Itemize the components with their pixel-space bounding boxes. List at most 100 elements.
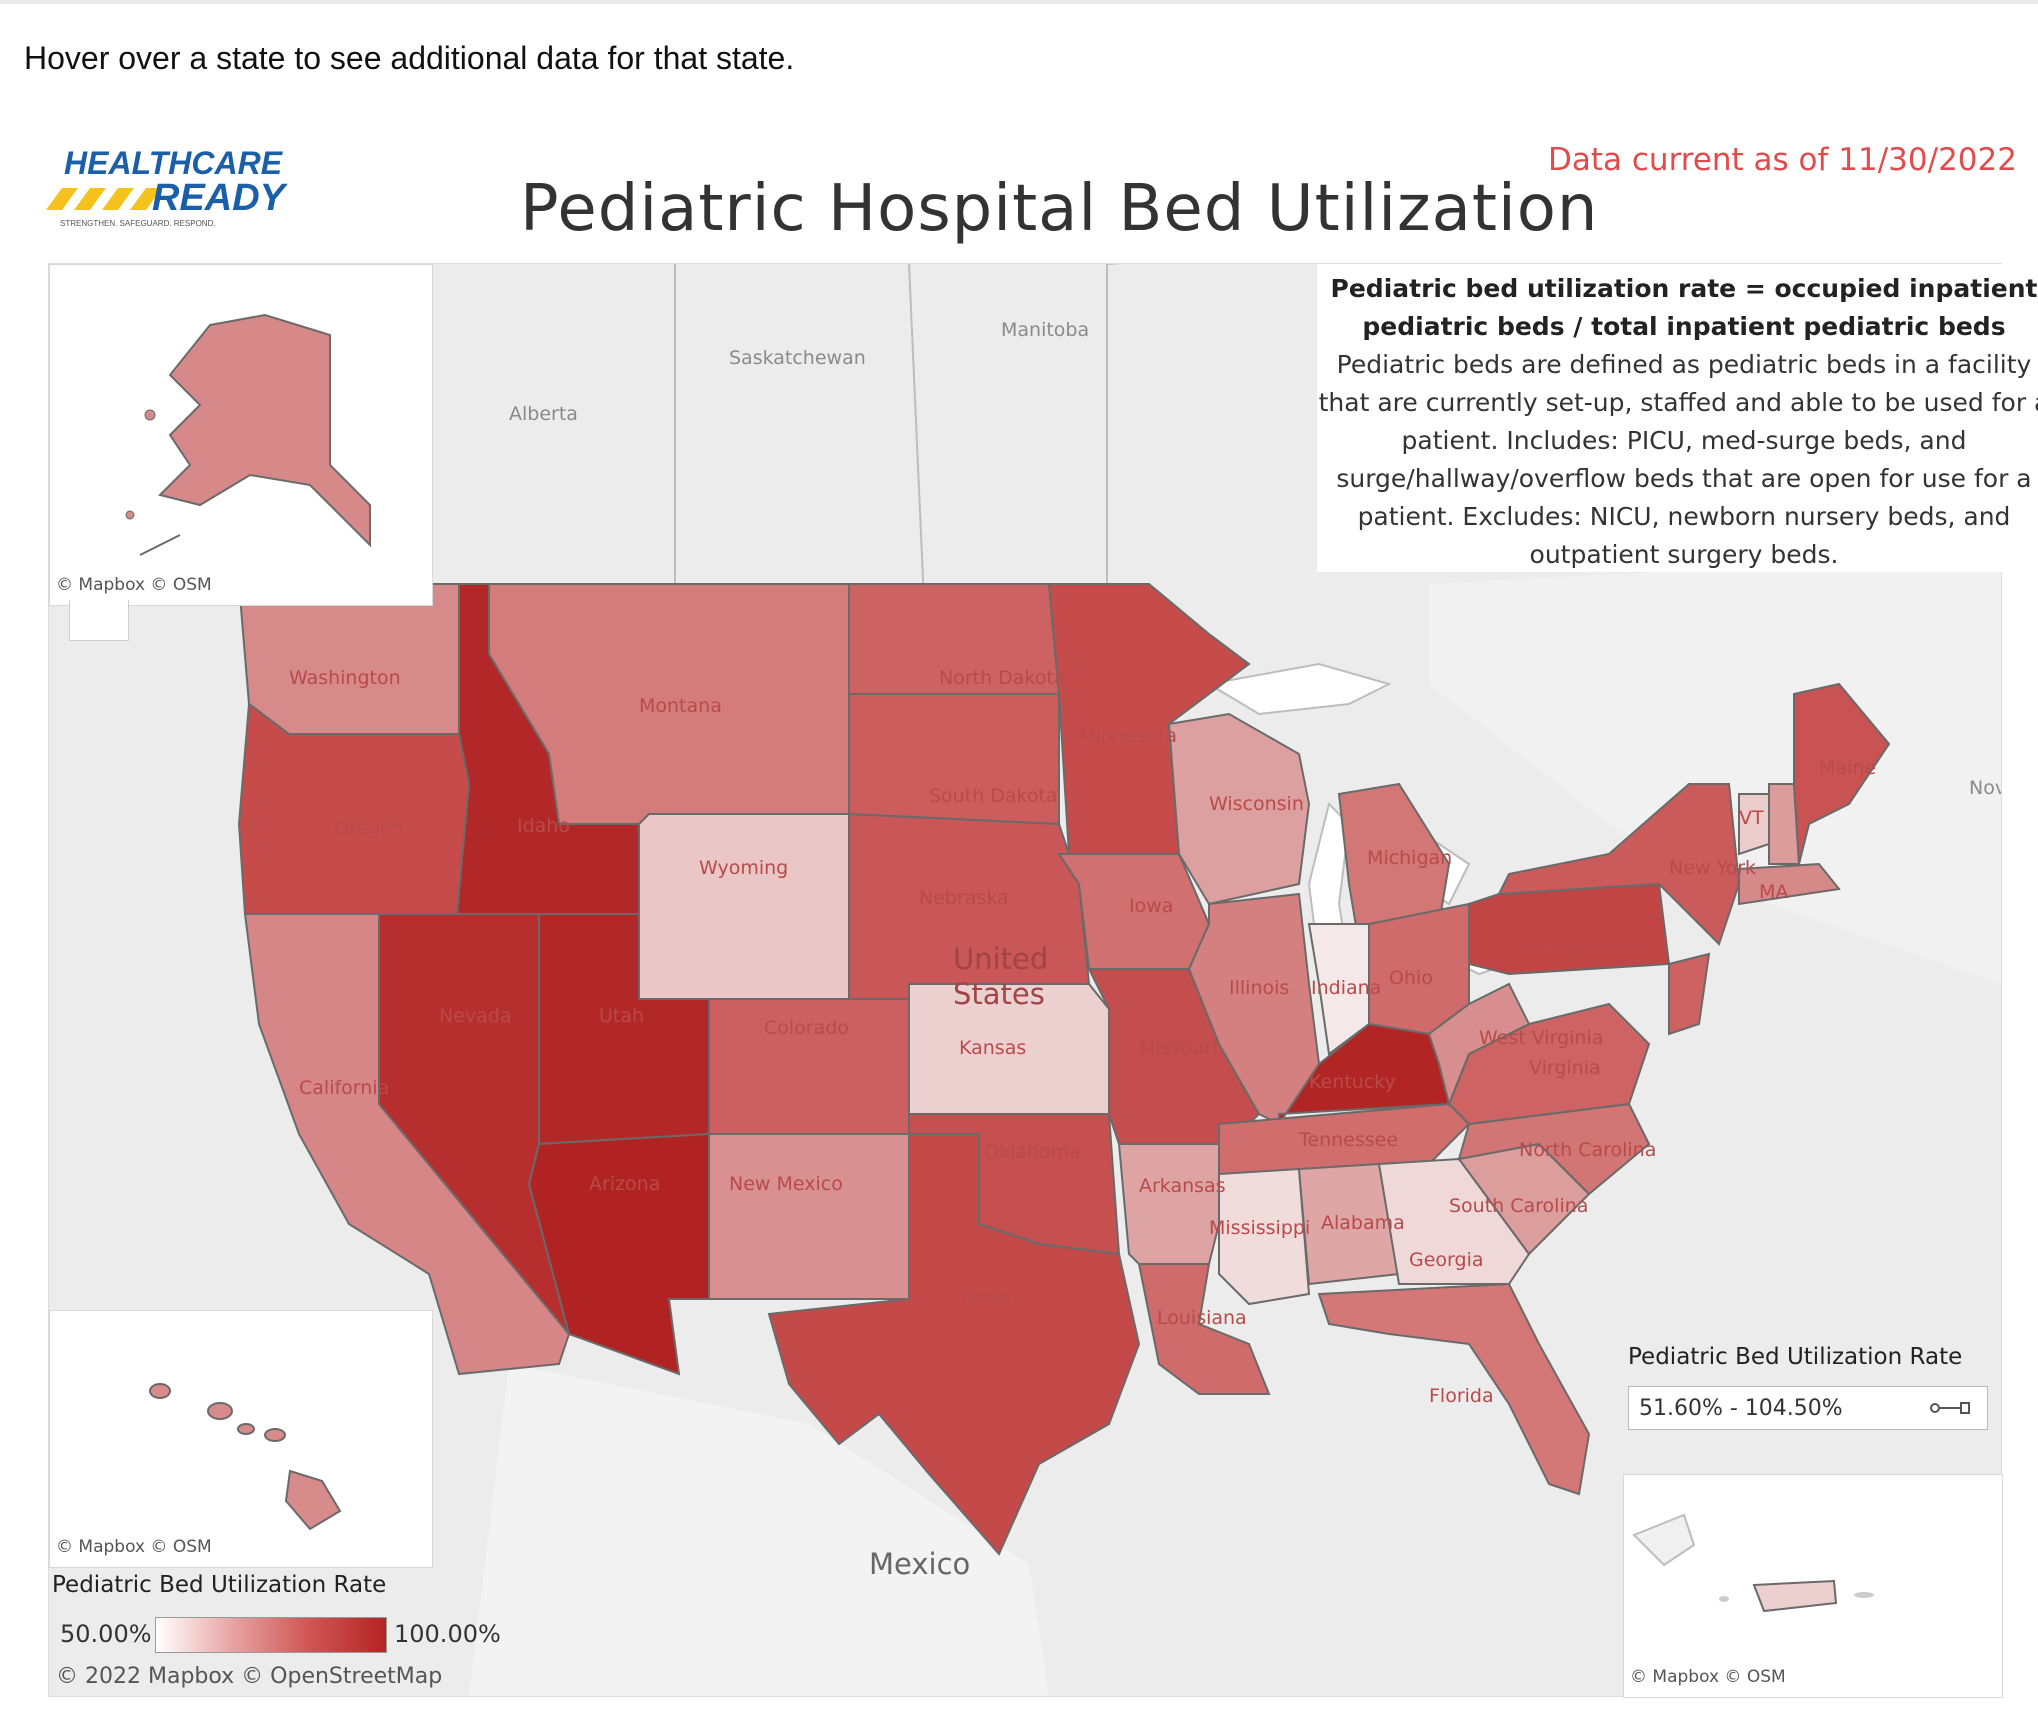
label-minnesota: Minnesota <box>1079 725 1177 747</box>
logo-tagline: STRENGTHEN. SAFEGUARD. RESPOND. <box>60 219 216 228</box>
state-virginia <box>1447 1002 1651 1126</box>
label-manitoba: Manitoba <box>1001 319 1089 341</box>
label-louisiana: Louisiana <box>1157 1307 1247 1329</box>
territory-puerto-rico <box>1752 1579 1838 1613</box>
label-vt: VT <box>1739 807 1764 829</box>
label-north-carolina: North Carolina <box>1519 1139 1656 1161</box>
label-mississippi: Mississippi <box>1209 1217 1310 1239</box>
utilization-range-filter[interactable]: 51.60% - 104.50% <box>1628 1386 1988 1430</box>
logo-line1: HEALTHCARE <box>64 145 284 181</box>
label-oklahoma: Oklahoma <box>984 1141 1081 1163</box>
label-missouri: Missouri <box>1139 1037 1217 1059</box>
hawaii-credit: © Mapbox © OSM <box>56 1537 212 1557</box>
label-washington: Washington <box>289 667 401 689</box>
label-states: States <box>953 977 1045 1011</box>
label-united: United <box>953 942 1048 976</box>
label-south-carolina: South Carolina <box>1449 1195 1588 1217</box>
label-partial: Nov <box>1969 777 2001 799</box>
label-pennsylvania: Pennsylvania <box>1519 937 1644 959</box>
page-title: Pediatric Hospital Bed Utilization <box>520 172 1599 246</box>
color-gradient-bar <box>155 1617 387 1653</box>
state-texas <box>767 1133 1141 1556</box>
map-dashboard: Washington Montana North Dakota Minnesot… <box>48 263 2038 1698</box>
label-virginia: Virginia <box>1529 1057 1601 1079</box>
state-florida <box>1317 1282 1591 1496</box>
alaska-map <box>125 313 371 556</box>
state-massachusetts <box>1738 862 1841 906</box>
label-georgia: Georgia <box>1409 1249 1484 1271</box>
label-colorado: Colorado <box>764 1017 849 1039</box>
state-arkansas <box>1117 1143 1231 1265</box>
label-maine: Maine <box>1819 757 1876 779</box>
label-ohio: Ohio <box>1389 967 1433 989</box>
state-hawaii <box>149 1383 342 1531</box>
definition-body: Pediatric beds are defined as pediatric … <box>1318 350 2038 569</box>
label-michigan: Michigan <box>1367 847 1452 869</box>
puerto-rico-inset[interactable]: © Mapbox © OSM <box>1623 1474 2003 1698</box>
definition-formula: Pediatric bed utilization rate = occupie… <box>1330 274 2038 341</box>
label-indiana: Indiana <box>1311 977 1381 999</box>
label-alberta: Alberta <box>509 403 578 425</box>
state-louisiana <box>1137 1263 1271 1395</box>
label-saskatchewan: Saskatchewan <box>729 347 866 369</box>
label-iowa: Iowa <box>1129 895 1173 917</box>
state-georgia <box>1377 1157 1531 1285</box>
state-west-virginia <box>1427 982 1531 1108</box>
state-wisconsin <box>1167 712 1311 906</box>
label-texas: Texas <box>958 1287 1012 1309</box>
healthcare-ready-logo: HEALTHCARE READY STRENGTHEN. SAFEGUARD. … <box>46 145 289 228</box>
state-washington <box>237 583 460 735</box>
label-arizona: Arizona <box>589 1173 660 1195</box>
definition-box: Pediatric bed utilization rate = occupie… <box>1317 264 2038 572</box>
state-tennessee <box>1218 1102 1471 1176</box>
label-wyoming: Wyoming <box>699 857 788 879</box>
label-wisconsin: Wisconsin <box>1209 793 1304 815</box>
label-north-dakota: North Dakota <box>939 667 1066 689</box>
label-mexico: Mexico <box>869 1547 970 1581</box>
label-illinois: Illinois <box>1229 977 1289 999</box>
filter-range-value: 51.60% - 104.50% <box>1639 1396 1843 1421</box>
label-ma: MA <box>1759 881 1788 903</box>
label-alabama: Alabama <box>1321 1212 1405 1234</box>
label-west-virginia: West Virginia <box>1479 1027 1603 1049</box>
label-california: California <box>299 1077 389 1099</box>
hawaii-inset[interactable]: © Mapbox © OSM <box>49 1310 433 1568</box>
state-pennsylvania <box>1468 882 1671 976</box>
map-attribution: © 2022 Mapbox © OpenStreetMap <box>56 1664 443 1689</box>
state-mississippi <box>1218 1167 1311 1306</box>
puerto-rico-map <box>1632 1513 1874 1613</box>
label-idaho: Idaho <box>517 815 570 837</box>
alaska-credit: © Mapbox © OSM <box>56 575 212 595</box>
range-slider-icon <box>1930 1402 1970 1414</box>
state-maine <box>1793 682 1891 865</box>
map-toolbar-button[interactable] <box>69 600 129 641</box>
state-wyoming <box>638 813 850 1000</box>
label-montana: Montana <box>639 695 722 717</box>
pr-credit: © Mapbox © OSM <box>1630 1667 1786 1687</box>
top-divider <box>0 0 2038 4</box>
label-nevada: Nevada <box>439 1005 512 1027</box>
logo-line2: READY <box>152 177 289 219</box>
legend-max: 100.00% <box>394 1620 501 1648</box>
data-updated-label: Data current as of 11/30/2022 <box>1548 142 2017 178</box>
label-kansas: Kansas <box>959 1037 1026 1059</box>
color-legend-title: Pediatric Bed Utilization Rate <box>52 1572 387 1598</box>
label-nebraska: Nebraska <box>919 887 1009 909</box>
state-alaska <box>158 313 371 548</box>
state-new-mexico <box>708 1133 910 1300</box>
label-new-york: New York <box>1669 857 1756 879</box>
label-utah: Utah <box>599 1005 644 1027</box>
hawaii-map <box>149 1383 342 1531</box>
filter-title: Pediatric Bed Utilization Rate <box>1628 1344 1963 1370</box>
label-arkansas: Arkansas <box>1139 1175 1226 1197</box>
label-south-dakota: South Dakota <box>929 785 1058 807</box>
label-oregon: Oregon <box>334 817 404 839</box>
state-oregon <box>237 702 471 915</box>
label-new-mexico: New Mexico <box>729 1173 843 1195</box>
state-labels: Washington Montana North Dakota Minnesot… <box>289 667 1876 1407</box>
geo-labels: Manitoba Saskatchewan Alberta United Sta… <box>509 319 2001 1581</box>
alaska-inset[interactable]: © Mapbox © OSM <box>49 264 433 606</box>
label-tennessee: Tennessee <box>1298 1129 1398 1151</box>
intro-text: Hover over a state to see additional dat… <box>24 40 795 76</box>
state-new-jersey <box>1668 952 1711 1036</box>
